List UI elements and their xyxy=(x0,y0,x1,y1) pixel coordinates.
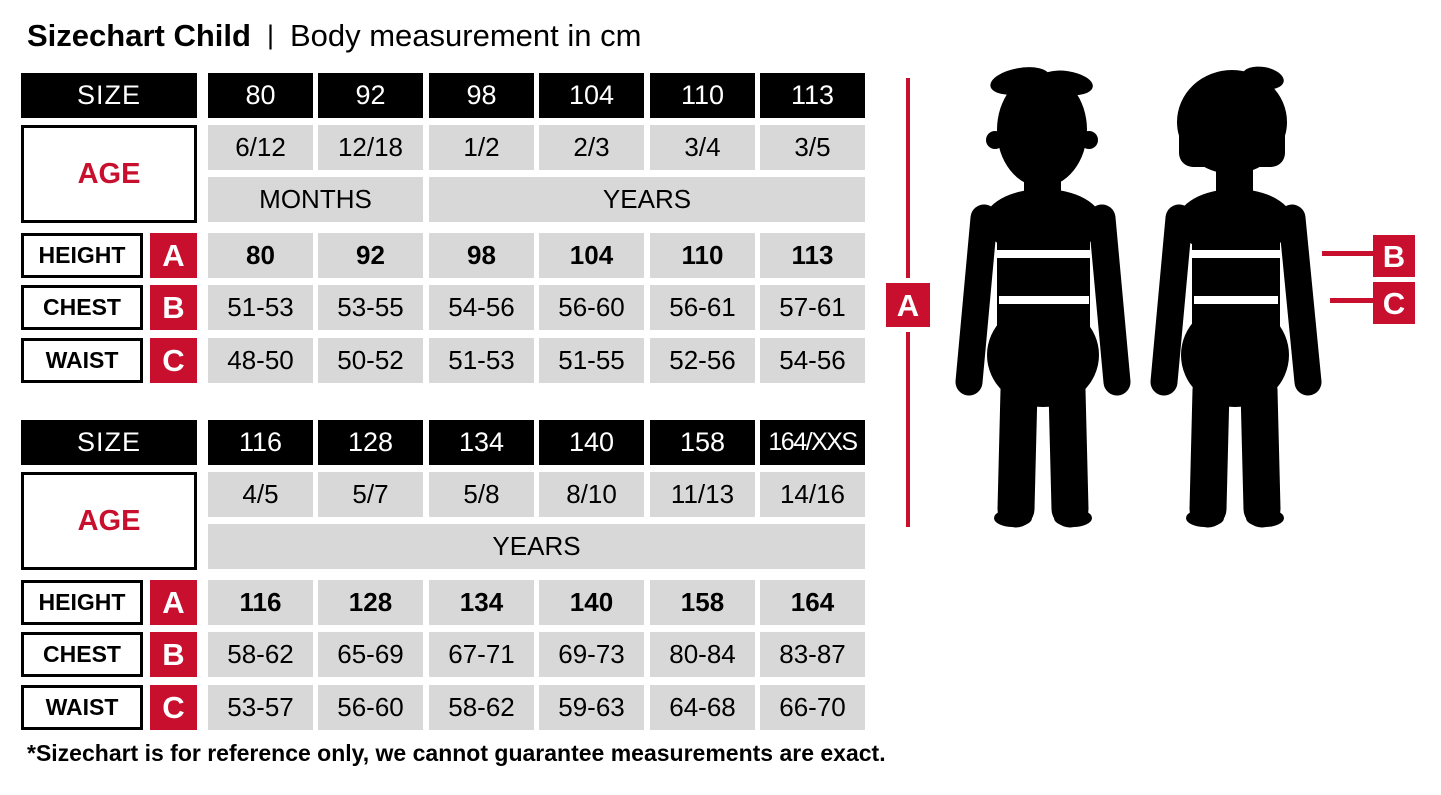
sizechart-table-small-sizes: SIZE AGE HEIGHT CHEST WAIST A B C 80 92 … xyxy=(21,73,865,384)
waist-value: 51-53 xyxy=(429,338,534,383)
marker-a-badge: A xyxy=(150,233,197,278)
age-value: 4/5 xyxy=(208,472,313,517)
marker-a-letter: A xyxy=(897,288,919,323)
height-value: 140 xyxy=(539,580,644,625)
size-value: 128 xyxy=(318,420,423,465)
size-value: 140 xyxy=(539,420,644,465)
height-value: 128 xyxy=(318,580,423,625)
waist-value: 66-70 xyxy=(760,685,865,730)
marker-c-badge: C xyxy=(150,338,197,383)
marker-b: B xyxy=(1322,235,1415,277)
waist-value: 58-62 xyxy=(429,685,534,730)
title-main: Sizechart Child xyxy=(27,18,251,53)
age-value: 14/16 xyxy=(760,472,865,517)
size-value: 104 xyxy=(539,73,644,118)
chest-value: 69-73 xyxy=(539,632,644,677)
age-value: 8/10 xyxy=(539,472,644,517)
marker-c-badge: C xyxy=(150,685,197,730)
height-value: 158 xyxy=(650,580,755,625)
age-value: 5/7 xyxy=(318,472,423,517)
marker-a-badge: A xyxy=(150,580,197,625)
title-subtitle: Body measurement in cm xyxy=(289,18,642,53)
chest-measure-line xyxy=(1322,251,1373,256)
waist-value: 53-57 xyxy=(208,685,313,730)
sizechart-table-large-sizes: SIZE AGE HEIGHT CHEST WAIST A B C 116 12… xyxy=(21,420,865,731)
marker-c-letter: C xyxy=(1383,286,1405,321)
boy-silhouette xyxy=(955,67,1131,528)
waist-measure-line xyxy=(1330,298,1373,303)
waist-value: 59-63 xyxy=(539,685,644,730)
waist-label-box: WAIST xyxy=(21,338,143,383)
chest-value: 67-71 xyxy=(429,632,534,677)
age-unit-years: YEARS xyxy=(208,524,865,569)
size-value: 134 xyxy=(429,420,534,465)
chest-value: 65-69 xyxy=(318,632,423,677)
waist-value: 52-56 xyxy=(650,338,755,383)
page-title: Sizechart Child | Body measurement in cm xyxy=(27,18,641,54)
age-value: 5/8 xyxy=(429,472,534,517)
height-value: 98 xyxy=(429,233,534,278)
size-value: 164/XXS xyxy=(760,420,865,465)
age-value: 2/3 xyxy=(539,125,644,170)
chest-value: 56-60 xyxy=(539,285,644,330)
chest-value: 53-55 xyxy=(318,285,423,330)
height-value: 80 xyxy=(208,233,313,278)
height-measure-line xyxy=(906,78,910,527)
age-value: 1/2 xyxy=(429,125,534,170)
marker-b-badge: B xyxy=(150,632,197,677)
size-value: 158 xyxy=(650,420,755,465)
height-value: 134 xyxy=(429,580,534,625)
age-value: 3/5 xyxy=(760,125,865,170)
chest-value: 57-61 xyxy=(760,285,865,330)
marker-b-badge: B xyxy=(150,285,197,330)
age-value: 3/4 xyxy=(650,125,755,170)
chest-label-box: CHEST xyxy=(21,285,143,330)
height-value: 116 xyxy=(208,580,313,625)
waist-value: 54-56 xyxy=(760,338,865,383)
size-value: 116 xyxy=(208,420,313,465)
size-value: 80 xyxy=(208,73,313,118)
size-value: 110 xyxy=(650,73,755,118)
size-header-label: SIZE xyxy=(21,73,197,118)
size-value: 92 xyxy=(318,73,423,118)
age-unit-months: MONTHS xyxy=(208,177,423,222)
age-value: 11/13 xyxy=(650,472,755,517)
height-value: 104 xyxy=(539,233,644,278)
age-value: 6/12 xyxy=(208,125,313,170)
marker-c: C xyxy=(1330,282,1415,324)
waist-value: 48-50 xyxy=(208,338,313,383)
waist-label-box: WAIST xyxy=(21,685,143,730)
chest-value: 56-61 xyxy=(650,285,755,330)
body-measurement-diagram: A B C xyxy=(886,66,1415,528)
waist-value: 64-68 xyxy=(650,685,755,730)
size-value: 113 xyxy=(760,73,865,118)
title-separator: | xyxy=(266,20,274,50)
marker-b-letter: B xyxy=(1383,239,1405,274)
waist-value: 51-55 xyxy=(539,338,644,383)
girl-silhouette xyxy=(1150,66,1322,528)
height-value: 164 xyxy=(760,580,865,625)
chest-value: 80-84 xyxy=(650,632,755,677)
height-label-box: HEIGHT xyxy=(21,580,143,625)
age-label-box: AGE xyxy=(21,472,197,570)
chest-label-box: CHEST xyxy=(21,632,143,677)
height-label-box: HEIGHT xyxy=(21,233,143,278)
age-label-box: AGE xyxy=(21,125,197,223)
height-value: 113 xyxy=(760,233,865,278)
height-value: 92 xyxy=(318,233,423,278)
chest-value: 51-53 xyxy=(208,285,313,330)
age-value: 12/18 xyxy=(318,125,423,170)
height-value: 110 xyxy=(650,233,755,278)
marker-a: A xyxy=(886,283,930,327)
waist-value: 50-52 xyxy=(318,338,423,383)
chest-value: 58-62 xyxy=(208,632,313,677)
chest-value: 83-87 xyxy=(760,632,865,677)
size-header-label: SIZE xyxy=(21,420,197,465)
disclaimer-footnote: *Sizechart is for reference only, we can… xyxy=(27,740,886,766)
age-unit-years: YEARS xyxy=(429,177,865,222)
waist-value: 56-60 xyxy=(318,685,423,730)
chest-value: 54-56 xyxy=(429,285,534,330)
size-value: 98 xyxy=(429,73,534,118)
